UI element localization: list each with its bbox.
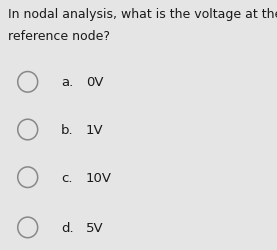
Text: c.: c. [61, 171, 73, 184]
Ellipse shape [18, 217, 38, 238]
Text: 0V: 0V [86, 76, 103, 89]
Ellipse shape [18, 72, 38, 93]
Text: 1V: 1V [86, 124, 104, 136]
Text: b.: b. [61, 124, 74, 136]
Text: 10V: 10V [86, 171, 112, 184]
Ellipse shape [18, 167, 38, 188]
Text: reference node?: reference node? [8, 30, 110, 43]
Text: In nodal analysis, what is the voltage at the: In nodal analysis, what is the voltage a… [8, 8, 277, 20]
Ellipse shape [18, 120, 38, 140]
Text: d.: d. [61, 221, 74, 234]
Text: 5V: 5V [86, 221, 104, 234]
Text: a.: a. [61, 76, 73, 89]
